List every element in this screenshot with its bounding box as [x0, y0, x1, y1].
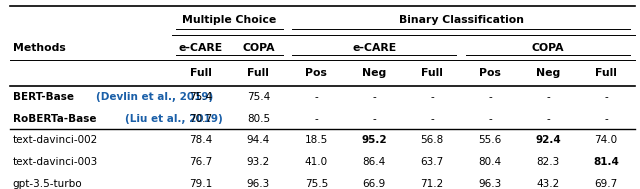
Text: -: -: [372, 92, 376, 102]
Text: -: -: [488, 114, 492, 124]
Text: 41.0: 41.0: [305, 157, 328, 167]
Text: COPA: COPA: [532, 43, 564, 53]
Text: gpt-3.5-turbo: gpt-3.5-turbo: [13, 179, 83, 189]
Text: -: -: [604, 92, 608, 102]
Text: -: -: [314, 92, 318, 102]
Text: -: -: [546, 92, 550, 102]
Text: 43.2: 43.2: [536, 179, 559, 189]
Text: 80.4: 80.4: [479, 157, 502, 167]
Text: -: -: [314, 114, 318, 124]
Text: Methods: Methods: [13, 43, 65, 53]
Text: 71.2: 71.2: [420, 179, 444, 189]
Text: text-davinci-002: text-davinci-002: [13, 135, 98, 145]
Text: 79.1: 79.1: [189, 179, 212, 189]
Text: COPA: COPA: [242, 43, 275, 53]
Text: -: -: [546, 114, 550, 124]
Text: 80.5: 80.5: [247, 114, 270, 124]
Text: 86.4: 86.4: [363, 157, 386, 167]
Text: 74.0: 74.0: [595, 135, 618, 145]
Text: 93.2: 93.2: [247, 157, 270, 167]
Text: 75.4: 75.4: [247, 92, 270, 102]
Text: 78.4: 78.4: [189, 135, 212, 145]
Text: Full: Full: [189, 68, 211, 78]
Text: 96.3: 96.3: [479, 179, 502, 189]
Text: 94.4: 94.4: [247, 135, 270, 145]
Text: e-CARE: e-CARE: [352, 43, 396, 53]
Text: Full: Full: [595, 68, 617, 78]
Text: -: -: [488, 92, 492, 102]
Text: 66.9: 66.9: [363, 179, 386, 189]
Text: 96.3: 96.3: [247, 179, 270, 189]
Text: 92.4: 92.4: [535, 135, 561, 145]
Text: 75.4: 75.4: [189, 92, 212, 102]
Text: Pos: Pos: [479, 68, 501, 78]
Text: Pos: Pos: [305, 68, 327, 78]
Text: Full: Full: [421, 68, 443, 78]
Text: 76.7: 76.7: [189, 157, 212, 167]
Text: -: -: [430, 92, 434, 102]
Text: 95.2: 95.2: [362, 135, 387, 145]
Text: 81.4: 81.4: [593, 157, 619, 167]
Text: (Devlin et al., 2019): (Devlin et al., 2019): [96, 92, 213, 102]
Text: Neg: Neg: [362, 68, 387, 78]
Text: text-davinci-003: text-davinci-003: [13, 157, 98, 167]
Text: 75.5: 75.5: [305, 179, 328, 189]
Text: Neg: Neg: [536, 68, 560, 78]
Text: 70.7: 70.7: [189, 114, 212, 124]
Text: Binary Classification: Binary Classification: [399, 15, 524, 25]
Text: 63.7: 63.7: [420, 157, 444, 167]
Text: 55.6: 55.6: [479, 135, 502, 145]
Text: (Liu et al., 2019): (Liu et al., 2019): [125, 114, 223, 124]
Text: BERT-Base: BERT-Base: [13, 92, 77, 102]
Text: RoBERTa-Base: RoBERTa-Base: [13, 114, 100, 124]
Text: 18.5: 18.5: [305, 135, 328, 145]
Text: 82.3: 82.3: [536, 157, 559, 167]
Text: 69.7: 69.7: [595, 179, 618, 189]
Text: -: -: [430, 114, 434, 124]
Text: Multiple Choice: Multiple Choice: [182, 15, 276, 25]
Text: -: -: [604, 114, 608, 124]
Text: -: -: [372, 114, 376, 124]
Text: e-CARE: e-CARE: [179, 43, 223, 53]
Text: 56.8: 56.8: [420, 135, 444, 145]
Text: Full: Full: [248, 68, 269, 78]
